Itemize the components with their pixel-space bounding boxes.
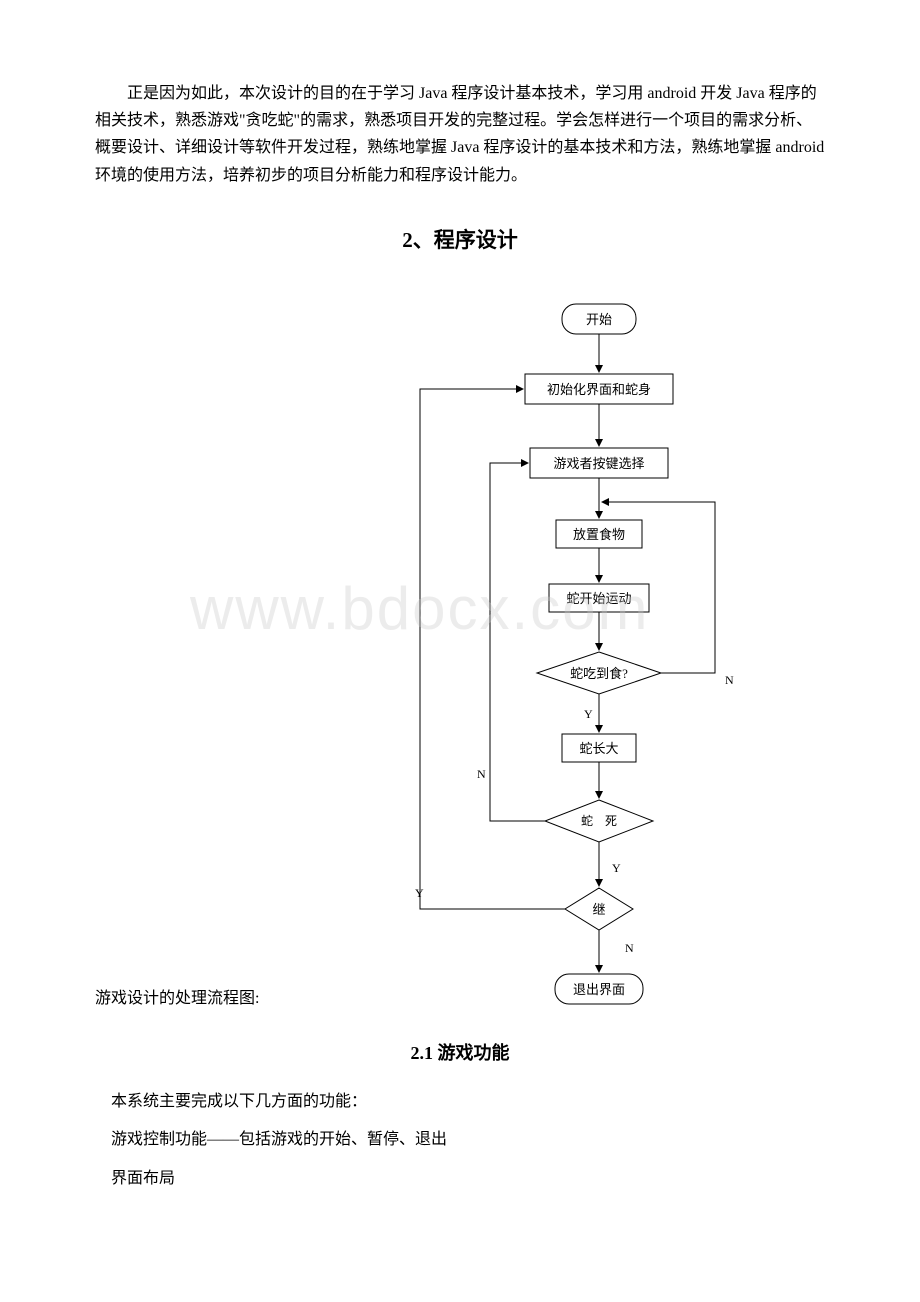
section-21-title: 2.1 游戏功能 xyxy=(95,1039,825,1065)
label-eat-y: Y xyxy=(584,707,593,721)
section-2-title: 2、程序设计 xyxy=(95,224,825,254)
label-dead-y: Y xyxy=(612,861,621,875)
function-line-3: 界面布局 xyxy=(95,1160,825,1198)
intro-paragraph: 正是因为如此，本次设计的目的在于学习 Java 程序设计基本技术，学习用 and… xyxy=(95,80,825,189)
flowchart-caption: 游戏设计的处理流程图: xyxy=(95,985,259,1014)
function-line-2: 游戏控制功能——包括游戏的开始、暂停、退出 xyxy=(95,1121,825,1159)
label-eat-n: N xyxy=(725,673,734,687)
node-start: 开始 xyxy=(586,312,612,327)
flowchart-diagram: 开始 初始化界面和蛇身 游戏者按键选择 放置食物 蛇开始运动 xyxy=(312,284,772,1014)
label-dead-n: N xyxy=(477,767,486,781)
node-exit: 退出界面 xyxy=(573,982,625,997)
function-line-1: 本系统主要完成以下几方面的功能： xyxy=(95,1083,825,1121)
function-list: 本系统主要完成以下几方面的功能： 游戏控制功能——包括游戏的开始、暂停、退出 界… xyxy=(95,1083,825,1198)
node-keysel: 游戏者按键选择 xyxy=(554,456,645,471)
label-cont-n: N xyxy=(625,941,634,955)
node-init: 初始化界面和蛇身 xyxy=(547,382,651,397)
label-cont-y: Y xyxy=(415,886,424,900)
node-grow: 蛇长大 xyxy=(580,741,619,756)
node-eat: 蛇吃到食? xyxy=(570,666,628,681)
node-food: 放置食物 xyxy=(573,527,625,542)
node-move: 蛇开始运动 xyxy=(567,591,632,606)
node-cont: 继 xyxy=(593,902,606,917)
node-dead: 蛇 死 xyxy=(581,813,617,828)
flowchart-container: www.bdocx.com 游戏设计的处理流程图: 开始 初始化界面和蛇身 游戏… xyxy=(95,274,825,1014)
